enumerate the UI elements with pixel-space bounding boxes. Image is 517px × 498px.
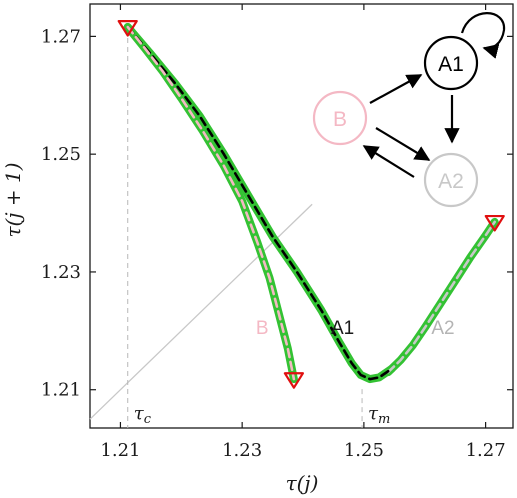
arrow-b-to-a1 [369, 74, 423, 104]
y-tick-label: 1.23 [41, 262, 81, 283]
tick-layer: 1.21 1.23 1.25 1.27 1.21 1.23 1.25 1.27 [41, 4, 513, 461]
endpoint-marker [283, 372, 304, 389]
marker-layer [117, 20, 505, 389]
inset-state-diagram: A1 B A2 [312, 12, 506, 208]
branch-label-layer: B A1 A2 [256, 318, 455, 339]
self-loop-arrow [460, 12, 506, 59]
plot-frame [89, 3, 514, 429]
y-tick-label: 1.25 [41, 144, 81, 165]
x-tick-label: 1.25 [344, 440, 384, 461]
branch-label-b: B [256, 318, 269, 339]
node-a2-label: A2 [438, 170, 464, 193]
vertical-ref-label: τm [368, 403, 390, 427]
series-line-b [126, 25, 296, 381]
arrow-a2-to-b [362, 145, 415, 178]
vertical-ref-subscript: c [144, 412, 152, 427]
x-axis-label: τ(j) [286, 471, 319, 495]
endpoint-marker [117, 20, 138, 37]
x-tick-label: 1.27 [466, 440, 506, 461]
x-tick-label: 1.21 [100, 440, 140, 461]
node-a2 [423, 152, 479, 208]
vertical-ref-subscript: m [378, 412, 390, 427]
vertical-ref-label: τc [134, 403, 152, 427]
node-a1-label: A1 [438, 53, 464, 76]
endpoint-marker [484, 214, 505, 232]
node-b [312, 90, 368, 146]
node-b-label: B [333, 108, 347, 131]
y-tick-label: 1.21 [41, 380, 81, 401]
envelope-b [123, 23, 298, 384]
branch-label-a2: A2 [431, 318, 454, 339]
node-a1 [423, 35, 479, 91]
x-tick-label: 1.23 [222, 440, 262, 461]
reference-lines: τc τm [89, 28, 390, 428]
series-line-a1 [126, 25, 393, 381]
series-layer [123, 23, 499, 384]
series-line-a2 [386, 220, 496, 374]
y-axis-label: τ(j + 1) [1, 162, 25, 237]
arrow-b-to-a2 [375, 127, 431, 161]
y-tick-label: 1.27 [41, 26, 81, 47]
branch-label-a1: A1 [331, 318, 354, 339]
